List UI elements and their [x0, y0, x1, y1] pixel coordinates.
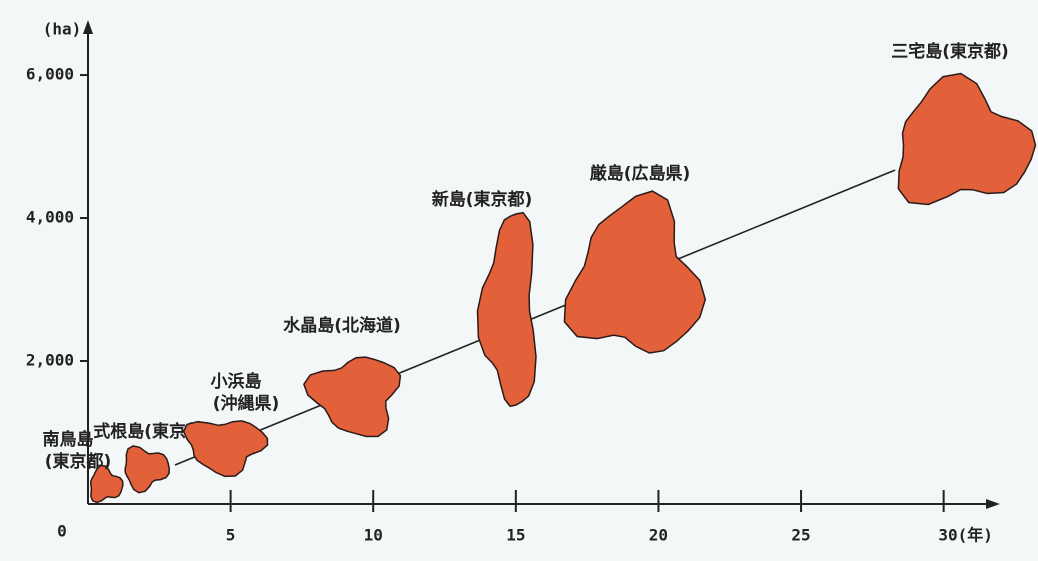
- island-label: 南鳥島: [43, 429, 94, 450]
- island: [476, 211, 537, 408]
- island-label: 新島(東京都): [432, 189, 533, 210]
- island-label: 厳島(広島県): [590, 163, 691, 184]
- island: [124, 445, 170, 494]
- island-label: 小浜島: [211, 371, 262, 392]
- x-tick-label: 20: [649, 526, 668, 545]
- island: [89, 464, 124, 504]
- island-label: 三宅島(東京都): [891, 41, 1009, 62]
- y-tick-label: 2,000: [26, 351, 74, 370]
- x-tick-label: 10: [364, 526, 383, 545]
- island: [563, 190, 707, 354]
- y-axis-title: (ha): [43, 20, 82, 39]
- island: [303, 356, 402, 438]
- x-tick-label: 5: [226, 526, 236, 545]
- island: [182, 420, 269, 478]
- x-tick-label: 30(年): [938, 526, 993, 545]
- island-label: 水晶島(北海道): [283, 315, 401, 336]
- y-tick-label: 0: [57, 522, 67, 541]
- island: [897, 72, 1037, 206]
- y-tick-label: 4,000: [26, 208, 74, 227]
- island-label: (東京都): [45, 451, 112, 472]
- island-label: 式根島(東京都): [93, 421, 211, 442]
- x-tick-label: 25: [791, 526, 810, 545]
- x-arrow: [986, 499, 1000, 509]
- y-tick-label: 6,000: [26, 65, 74, 84]
- island-label: (沖縄県): [213, 393, 280, 414]
- trend-line: [174, 169, 896, 466]
- x-tick-label: 15: [506, 526, 525, 545]
- y-arrow: [83, 20, 93, 34]
